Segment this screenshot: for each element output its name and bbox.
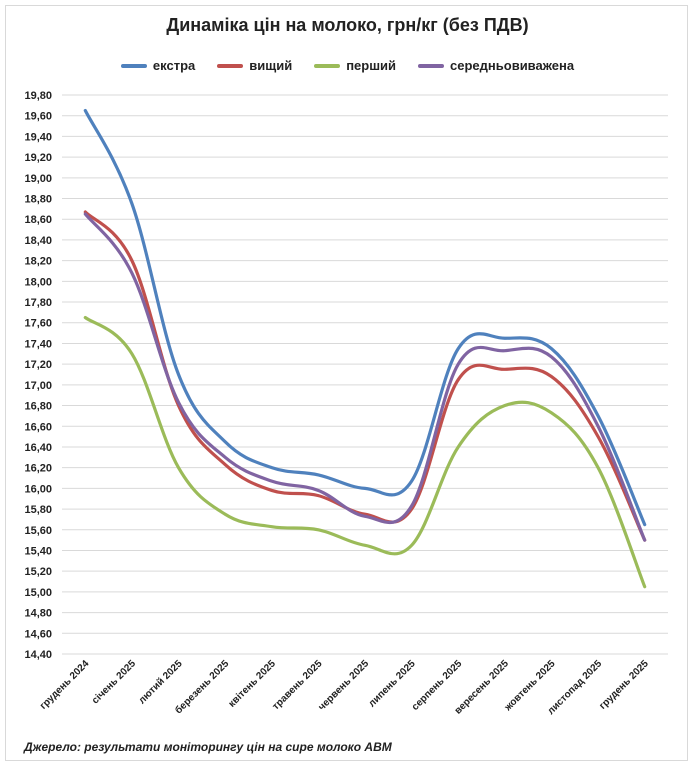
- legend-label-pershyi: перший: [346, 58, 397, 73]
- chart-legend: екстра вищий перший середньовиважена: [0, 58, 695, 73]
- y-tick-label: 17,00: [24, 380, 52, 392]
- x-tick-label: січень 2025: [90, 658, 138, 706]
- x-tick-label: липень 2025: [367, 658, 418, 709]
- y-tick-label: 19,80: [24, 90, 52, 102]
- y-tick-label: 17,40: [24, 338, 52, 350]
- legend-label-vyshchyi: вищий: [249, 58, 293, 73]
- legend-label-serednovyvazhena: середньовиважена: [450, 58, 575, 73]
- x-tick-label: червень 2025: [316, 658, 371, 713]
- legend-label-ekstra: екстра: [152, 58, 196, 73]
- y-tick-label: 19,00: [24, 173, 52, 185]
- y-tick-label: 15,20: [24, 566, 52, 578]
- source-note: Джерело: результати моніторингу цін на с…: [24, 740, 392, 754]
- y-tick-label: 18,60: [24, 214, 52, 226]
- y-tick-label: 15,00: [24, 587, 52, 599]
- y-tick-label: 17,80: [24, 297, 52, 309]
- series-line-3: [83, 212, 647, 542]
- legend-swatch-ekstra: [120, 63, 147, 68]
- x-tick-label: лютий 2025: [137, 658, 185, 706]
- series-line-0: [83, 108, 647, 527]
- y-tick-label: 16,40: [24, 442, 52, 454]
- legend-item-vyshchyi: вищий: [217, 58, 292, 73]
- y-tick-label: 18,20: [24, 256, 52, 268]
- legend-swatch-serednovyvazhena: [418, 63, 445, 68]
- grid-lines: [62, 94, 668, 655]
- y-tick-label: 14,40: [24, 649, 52, 661]
- y-tick-label: 15,60: [24, 525, 52, 537]
- x-tick-label: грудень 2024: [38, 658, 92, 712]
- y-tick-label: 19,20: [24, 152, 52, 164]
- legend-item-ekstra: екстра: [120, 58, 196, 73]
- y-tick-label: 19,40: [24, 131, 52, 143]
- y-tick-label: 16,60: [24, 421, 52, 433]
- legend-item-serednovyvazhena: середньовиважена: [418, 58, 574, 73]
- y-tick-label: 16,20: [24, 463, 52, 475]
- y-tick-label: 15,80: [24, 504, 52, 516]
- x-tick-label: грудень 2025: [597, 658, 651, 712]
- y-tick-label: 18,80: [24, 194, 52, 206]
- y-tick-label: 16,00: [24, 483, 52, 495]
- legend-swatch-pershyi: [314, 63, 341, 68]
- y-tick-label: 18,40: [24, 235, 52, 247]
- y-tick-label: 14,80: [24, 608, 52, 620]
- y-tick-label: 14,60: [24, 628, 52, 640]
- legend-swatch-vyshchyi: [217, 63, 244, 68]
- chart-title: Динаміка цін на молоко, грн/кг (без ПДВ): [166, 15, 529, 35]
- y-axis-ticks: 19,80 19,60 19,40 19,20 19,00 18,80 18,60 18,40…: [24, 90, 52, 661]
- legend-item-pershyi: перший: [314, 58, 396, 73]
- y-tick-label: 15,40: [24, 545, 52, 557]
- y-tick-label: 17,60: [24, 318, 52, 330]
- y-tick-label: 17,20: [24, 359, 52, 371]
- x-tick-label: квітень 2025: [227, 658, 279, 710]
- series-line-2: [83, 315, 647, 589]
- y-tick-label: 18,00: [24, 276, 52, 288]
- y-tick-label: 19,60: [24, 111, 52, 123]
- series-lines: [83, 108, 647, 589]
- y-tick-label: 16,80: [24, 401, 52, 413]
